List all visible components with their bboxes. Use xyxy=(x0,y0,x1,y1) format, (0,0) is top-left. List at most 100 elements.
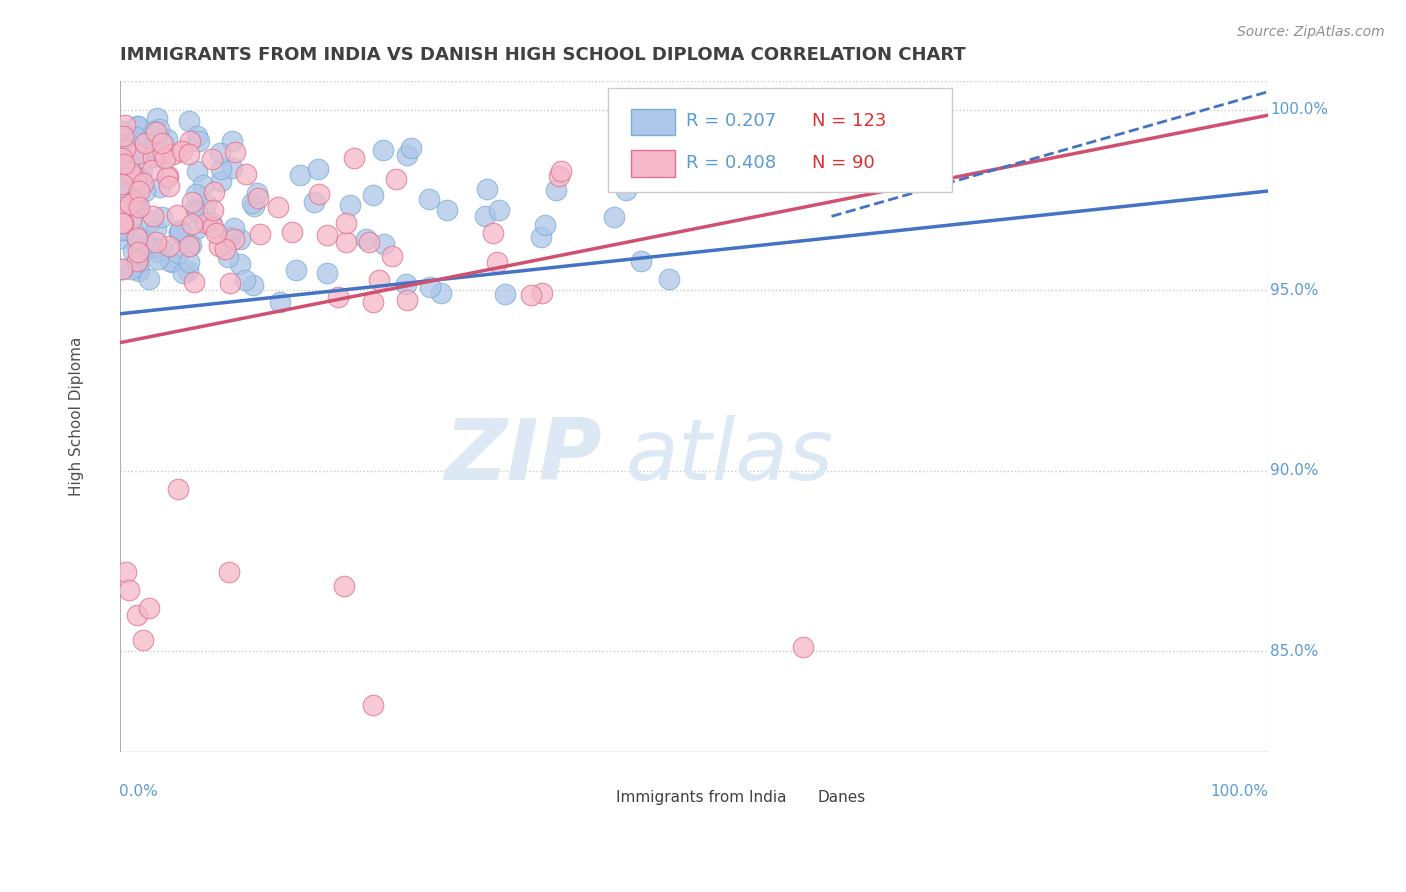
Point xyxy=(132,134,155,148)
Point xyxy=(249,227,271,241)
Point xyxy=(281,225,304,239)
Point xyxy=(494,287,516,301)
Point xyxy=(333,579,356,593)
Point xyxy=(187,134,209,148)
Point xyxy=(118,165,141,179)
Point xyxy=(122,194,145,208)
Point xyxy=(132,176,155,190)
Point xyxy=(339,198,361,212)
Point xyxy=(172,266,194,280)
Text: 90.0%: 90.0% xyxy=(1270,463,1319,478)
Point xyxy=(157,179,180,194)
Point xyxy=(218,229,240,244)
Point xyxy=(155,170,177,185)
Point xyxy=(284,263,307,277)
FancyBboxPatch shape xyxy=(631,109,675,135)
Point xyxy=(222,232,245,246)
Point xyxy=(179,134,201,148)
Point xyxy=(343,151,366,165)
Point xyxy=(183,275,205,289)
Point xyxy=(477,182,499,196)
Point xyxy=(111,152,134,166)
Point xyxy=(530,286,553,301)
Point xyxy=(114,157,136,171)
Point xyxy=(630,253,652,268)
Point xyxy=(118,197,141,211)
Point xyxy=(616,183,638,197)
Point xyxy=(125,231,148,245)
Point xyxy=(195,196,218,211)
Point xyxy=(214,242,236,256)
Point xyxy=(481,226,503,240)
Point xyxy=(172,144,194,158)
Point xyxy=(211,174,233,188)
Point xyxy=(240,196,263,211)
Text: High School Diploma: High School Diploma xyxy=(69,337,84,496)
Point xyxy=(179,254,201,268)
Point xyxy=(418,192,440,206)
Text: 0.0%: 0.0% xyxy=(120,784,157,799)
Point xyxy=(202,185,225,199)
Point xyxy=(128,264,150,278)
Point xyxy=(180,238,202,252)
Point xyxy=(142,144,165,158)
Point xyxy=(125,253,148,268)
Point xyxy=(118,157,141,171)
Point xyxy=(609,169,631,183)
Point xyxy=(131,170,153,185)
Point xyxy=(218,565,240,579)
Point xyxy=(308,186,330,201)
Text: N = 90: N = 90 xyxy=(813,154,875,172)
Point xyxy=(419,280,441,294)
Point xyxy=(177,263,200,277)
Point xyxy=(166,245,188,260)
Point xyxy=(177,239,200,253)
Point xyxy=(373,237,395,252)
Point xyxy=(127,260,149,274)
Point xyxy=(436,203,458,218)
Point xyxy=(792,640,814,655)
Point xyxy=(208,239,231,253)
Point xyxy=(246,186,269,200)
Point xyxy=(142,209,165,223)
Point xyxy=(546,184,568,198)
Point xyxy=(183,202,205,216)
Point xyxy=(373,143,395,157)
Point xyxy=(157,239,180,253)
Point xyxy=(201,152,224,166)
Point xyxy=(191,178,214,192)
Point xyxy=(145,112,167,126)
Point xyxy=(127,239,149,253)
Point xyxy=(114,118,136,132)
Point xyxy=(118,582,141,597)
Point xyxy=(142,151,165,165)
Point xyxy=(399,141,422,155)
Point xyxy=(111,230,134,244)
Point xyxy=(184,186,207,201)
Point xyxy=(125,170,148,185)
Point xyxy=(156,132,179,146)
Point xyxy=(162,255,184,269)
Point xyxy=(181,217,204,231)
Point xyxy=(150,242,173,256)
Text: R = 0.408: R = 0.408 xyxy=(686,154,776,172)
Point xyxy=(112,200,135,214)
Point xyxy=(307,162,329,177)
Text: 100.0%: 100.0% xyxy=(1270,103,1327,118)
Point xyxy=(145,235,167,250)
Point xyxy=(122,260,145,274)
Point xyxy=(194,216,217,230)
FancyBboxPatch shape xyxy=(607,87,952,192)
Point xyxy=(242,278,264,293)
Point xyxy=(143,124,166,138)
Point xyxy=(118,176,141,190)
Text: 85.0%: 85.0% xyxy=(1270,644,1319,658)
Point xyxy=(361,698,384,713)
Point xyxy=(169,223,191,237)
Point xyxy=(177,114,200,128)
Point xyxy=(181,194,204,209)
Point xyxy=(115,223,138,237)
Point xyxy=(111,261,134,276)
Point xyxy=(128,184,150,198)
Point xyxy=(115,565,138,579)
